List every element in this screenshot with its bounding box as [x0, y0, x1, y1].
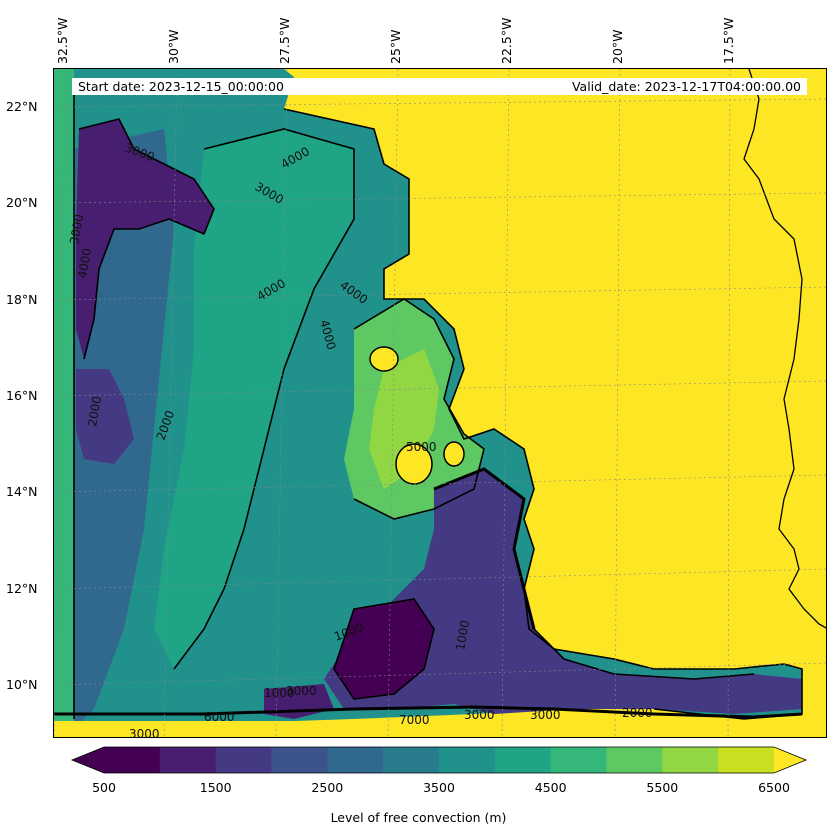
- colorbar-tick-label: 1500: [199, 780, 232, 795]
- longitude-label: 20°W: [610, 29, 625, 64]
- contour-label: 6000: [204, 710, 235, 724]
- colorbar-tick-label: 3500: [423, 780, 455, 795]
- contour-label: 3000: [530, 708, 561, 722]
- contour-label: 2000: [622, 706, 653, 720]
- colorbar-cell: [327, 747, 384, 773]
- lfc-very-low-southeast: [334, 599, 434, 699]
- lfc-low-southeast: [324, 469, 802, 714]
- lfc-region-3500: [154, 129, 354, 669]
- contour-label: 3000: [129, 727, 160, 738]
- start-date-text: Start date: 2023-12-15_00:00:00: [78, 79, 284, 94]
- longitude-label: 25°W: [388, 29, 403, 64]
- longitude-label: 22.5°W: [499, 17, 514, 64]
- contour-label: 1000: [264, 686, 295, 700]
- graticule: [54, 69, 826, 737]
- latitude-label: 12°N: [6, 581, 38, 596]
- colorbar-cell: [104, 747, 161, 773]
- colorbar-outline: [70, 746, 808, 774]
- colorbar-tick-label: 500: [92, 780, 116, 795]
- colorbar-tick-label: 2500: [311, 780, 344, 795]
- contour-label: 5000: [406, 440, 437, 454]
- colorbar-cell: [662, 747, 719, 773]
- cape-verde-island: [369, 346, 399, 372]
- contour-value-labels: 3000 3000 4000 2000 2000 3000 4000 4000 …: [67, 141, 653, 738]
- colorbar-cell: [494, 747, 552, 773]
- colorbar-extend-max: [774, 747, 806, 773]
- map-panel: 3000 3000 4000 2000 2000 3000 4000 4000 …: [53, 68, 827, 738]
- latitude-label: 16°N: [6, 388, 38, 403]
- latitude-label: 14°N: [6, 484, 38, 499]
- colorbar-cell: [718, 747, 775, 773]
- longitude-label: 27.5°W: [277, 17, 292, 64]
- contour-label: 1000: [453, 619, 472, 652]
- colorbar-cell: [606, 747, 663, 773]
- bottom-high-lfc: [54, 721, 826, 737]
- longitude-label: 32.5°W: [55, 17, 70, 64]
- africa-coastline: [743, 69, 826, 629]
- colorbar-label: Level of free convection (m): [330, 810, 507, 825]
- colorbar-cell: [383, 747, 440, 773]
- latitude-label: 20°N: [6, 195, 38, 210]
- colorbar-cell: [271, 747, 328, 773]
- colorbar-cell: [439, 747, 496, 773]
- colorbar-tick-label: 6500: [758, 780, 790, 795]
- lfc-low-northwest: [76, 119, 214, 359]
- contour-label: 3000: [464, 708, 495, 722]
- longitude-label: 30°W: [166, 29, 181, 64]
- lfc-region-left-edge: [54, 69, 74, 737]
- colorbar-tick-label: 5500: [646, 780, 679, 795]
- lfc-low-west: [76, 369, 134, 464]
- contour-label: 4000: [75, 247, 94, 280]
- contour-label: 7000: [399, 713, 430, 727]
- colorbar-tick-label: 4500: [534, 780, 567, 795]
- cape-verde-island: [443, 441, 465, 467]
- contour-label: 3000: [286, 684, 317, 698]
- colorbar-cell: [215, 747, 272, 773]
- map-canvas: 3000 3000 4000 2000 2000 3000 4000 4000 …: [54, 69, 826, 738]
- longitude-label: 17.5°W: [721, 17, 736, 64]
- date-info-bar: Start date: 2023-12-15_00:00:00 Valid_da…: [72, 78, 807, 95]
- contour-lines-bold: [54, 467, 803, 719]
- contour-label: 2000: [85, 395, 104, 428]
- latitude-label: 22°N: [6, 99, 38, 114]
- contour-label: 3000: [67, 213, 86, 246]
- colorbar-extend-min: [72, 747, 104, 773]
- latitude-label: 10°N: [6, 677, 38, 692]
- colorbar-cell: [159, 747, 217, 773]
- valid-date-text: Valid_date: 2023-12-17T04:00:00.00: [571, 79, 801, 94]
- colorbar: [70, 746, 808, 774]
- colorbar-cell: [550, 747, 607, 773]
- latitude-label: 18°N: [6, 292, 38, 307]
